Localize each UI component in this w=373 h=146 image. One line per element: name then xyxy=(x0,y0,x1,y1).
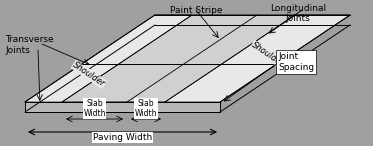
Polygon shape xyxy=(25,15,350,102)
Polygon shape xyxy=(165,15,350,102)
Text: Longitudinal
Joints: Longitudinal Joints xyxy=(270,4,326,23)
Text: Slab
Width: Slab Width xyxy=(83,99,106,118)
Text: Shoulder: Shoulder xyxy=(71,60,107,89)
Text: Shoulder: Shoulder xyxy=(250,40,286,69)
Text: Slab
Width: Slab Width xyxy=(135,99,157,118)
Polygon shape xyxy=(25,102,220,112)
Text: Transverse
Joints: Transverse Joints xyxy=(5,35,54,55)
Polygon shape xyxy=(25,15,192,102)
Text: Paint Stripe: Paint Stripe xyxy=(170,6,222,15)
Text: Paving Width: Paving Width xyxy=(93,133,152,142)
Text: Joint
Spacing: Joint Spacing xyxy=(278,52,314,72)
